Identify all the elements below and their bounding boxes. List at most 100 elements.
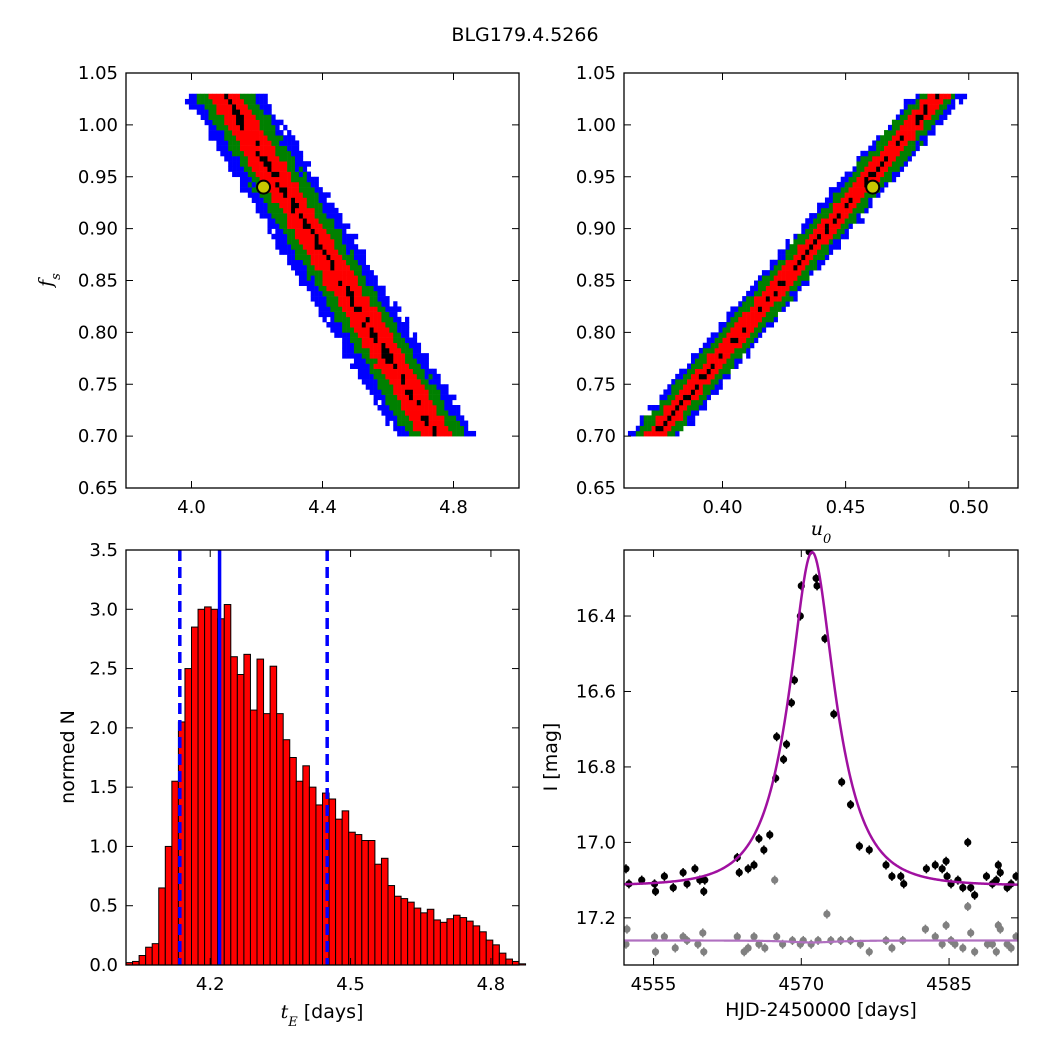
contour-cell-sigma2 — [801, 239, 806, 245]
contour-cell-sigma2 — [267, 130, 272, 136]
y-tick-label: 0.90 — [576, 219, 616, 240]
contour-cell-sigma1 — [251, 156, 256, 162]
contour-cell-sigma2 — [287, 161, 292, 167]
contour-cell-sigma2 — [389, 384, 394, 390]
contour-cell-sigma2 — [714, 379, 719, 385]
contour-cell-sigma1 — [927, 104, 932, 110]
contour-cell-sigma2 — [251, 187, 256, 193]
contour-cell-sigma3 — [302, 270, 308, 276]
contour-cell-sigma1 — [239, 145, 245, 152]
contour-cell-sigma1 — [401, 368, 406, 375]
contour-cell-sigma2 — [848, 218, 853, 224]
contour-cell-sigma3 — [369, 389, 374, 395]
contour-cell-best — [832, 218, 838, 224]
contour-cell-sigma1 — [805, 244, 810, 250]
black-data-point — [931, 861, 939, 869]
contour-cell-sigma2 — [824, 249, 830, 255]
contour-cell-sigma3 — [958, 93, 964, 100]
black-data-point — [994, 861, 1002, 869]
contour-cell-sigma1 — [773, 296, 778, 302]
contour-cell-sigma3 — [381, 399, 386, 406]
contour-cell-sigma1 — [416, 425, 422, 432]
contour-cell-sigma2 — [864, 197, 869, 203]
contour-cell-sigma1 — [769, 285, 775, 292]
contour-cell-sigma1 — [730, 327, 735, 333]
contour-cell-sigma2 — [671, 384, 676, 390]
contour-cell-sigma2 — [302, 254, 308, 261]
contour-cell-sigma3 — [342, 233, 347, 240]
contour-cell-sigma3 — [322, 207, 327, 214]
contour-cell-sigma1 — [342, 285, 347, 292]
contour-cell-sigma2 — [452, 430, 457, 437]
contour-cell-sigma1 — [236, 135, 241, 141]
contour-cell-sigma3 — [389, 306, 394, 312]
contour-cell-sigma3 — [306, 176, 312, 183]
contour-cell-sigma1 — [746, 322, 751, 328]
contour-cell-sigma3 — [302, 161, 308, 167]
contour-cell-sigma3 — [255, 202, 260, 209]
contour-cell-sigma1 — [365, 306, 370, 312]
contour-cell-sigma3 — [840, 176, 845, 183]
contour-cell-sigma2 — [773, 301, 778, 307]
contour-cell-sigma2 — [291, 244, 296, 250]
contour-cell-sigma3 — [393, 316, 398, 323]
contour-cell-sigma1 — [899, 140, 905, 146]
contour-cell-sigma2 — [318, 207, 323, 214]
contour-cell-sigma3 — [373, 379, 378, 385]
contour-cell-sigma2 — [306, 181, 312, 188]
contour-cell-sigma2 — [287, 150, 292, 157]
contour-cell-sigma2 — [196, 93, 201, 100]
contour-cell-sigma3 — [452, 410, 457, 416]
contour-cell-sigma2 — [923, 119, 928, 126]
contour-cell-sigma2 — [777, 259, 782, 266]
contour-cell-sigma3 — [263, 109, 268, 115]
contour-cell-sigma1 — [781, 290, 786, 297]
contour-cell-sigma2 — [369, 296, 374, 302]
contour-cell-sigma1 — [247, 114, 253, 120]
contour-cell-sigma1 — [369, 306, 374, 312]
contour-cell-sigma3 — [911, 98, 916, 105]
contour-cell-sigma1 — [279, 161, 284, 167]
grey-data-point — [971, 948, 979, 956]
contour-cell-sigma1 — [239, 104, 245, 110]
x-tick-label: 0.40 — [702, 497, 742, 518]
contour-cell-sigma3 — [373, 394, 378, 401]
contour-cell-sigma2 — [907, 145, 912, 152]
contour-cell-sigma3 — [310, 296, 315, 302]
contour-cell-best — [330, 264, 335, 271]
contour-cell-sigma1 — [346, 301, 351, 307]
contour-cell-sigma3 — [809, 218, 814, 224]
contour-cell-sigma1 — [864, 171, 869, 178]
contour-cell-sigma2 — [326, 296, 331, 302]
black-data-point — [669, 884, 677, 892]
contour-cell-sigma3 — [361, 379, 367, 385]
contour-cell-sigma2 — [659, 399, 664, 406]
contour-cell-sigma3 — [659, 394, 664, 401]
contour-cell-sigma2 — [876, 145, 881, 152]
contour-cell-sigma1 — [283, 197, 288, 203]
contour-cell-best — [824, 228, 830, 235]
contour-cell-sigma3 — [326, 202, 331, 209]
grey-data-point — [942, 921, 950, 929]
contour-cell-sigma3 — [188, 104, 194, 110]
contour-cell-sigma2 — [298, 244, 304, 250]
contour-cell-sigma1 — [761, 296, 767, 302]
contour-cell-sigma2 — [821, 254, 826, 261]
contour-cell-sigma2 — [408, 358, 414, 364]
contour-cell-sigma3 — [448, 399, 453, 406]
contour-cell-sigma2 — [412, 363, 418, 369]
contour-cell-sigma3 — [801, 223, 806, 229]
contour-cell-best — [824, 223, 830, 229]
contour-cell-sigma1 — [377, 327, 382, 333]
contour-cell-sigma3 — [365, 264, 370, 271]
contour-cell-sigma1 — [412, 389, 418, 395]
contour-cell-sigma1 — [412, 379, 418, 385]
contour-cell-sigma3 — [294, 150, 300, 157]
contour-cell-sigma3 — [263, 207, 268, 214]
contour-cell-sigma1 — [757, 316, 763, 323]
y-tick-label: 0.70 — [576, 426, 616, 447]
contour-cell-sigma2 — [365, 358, 370, 364]
contour-cell-best — [322, 249, 327, 255]
black-data-point — [760, 846, 768, 854]
contour-cell-sigma3 — [369, 373, 374, 380]
